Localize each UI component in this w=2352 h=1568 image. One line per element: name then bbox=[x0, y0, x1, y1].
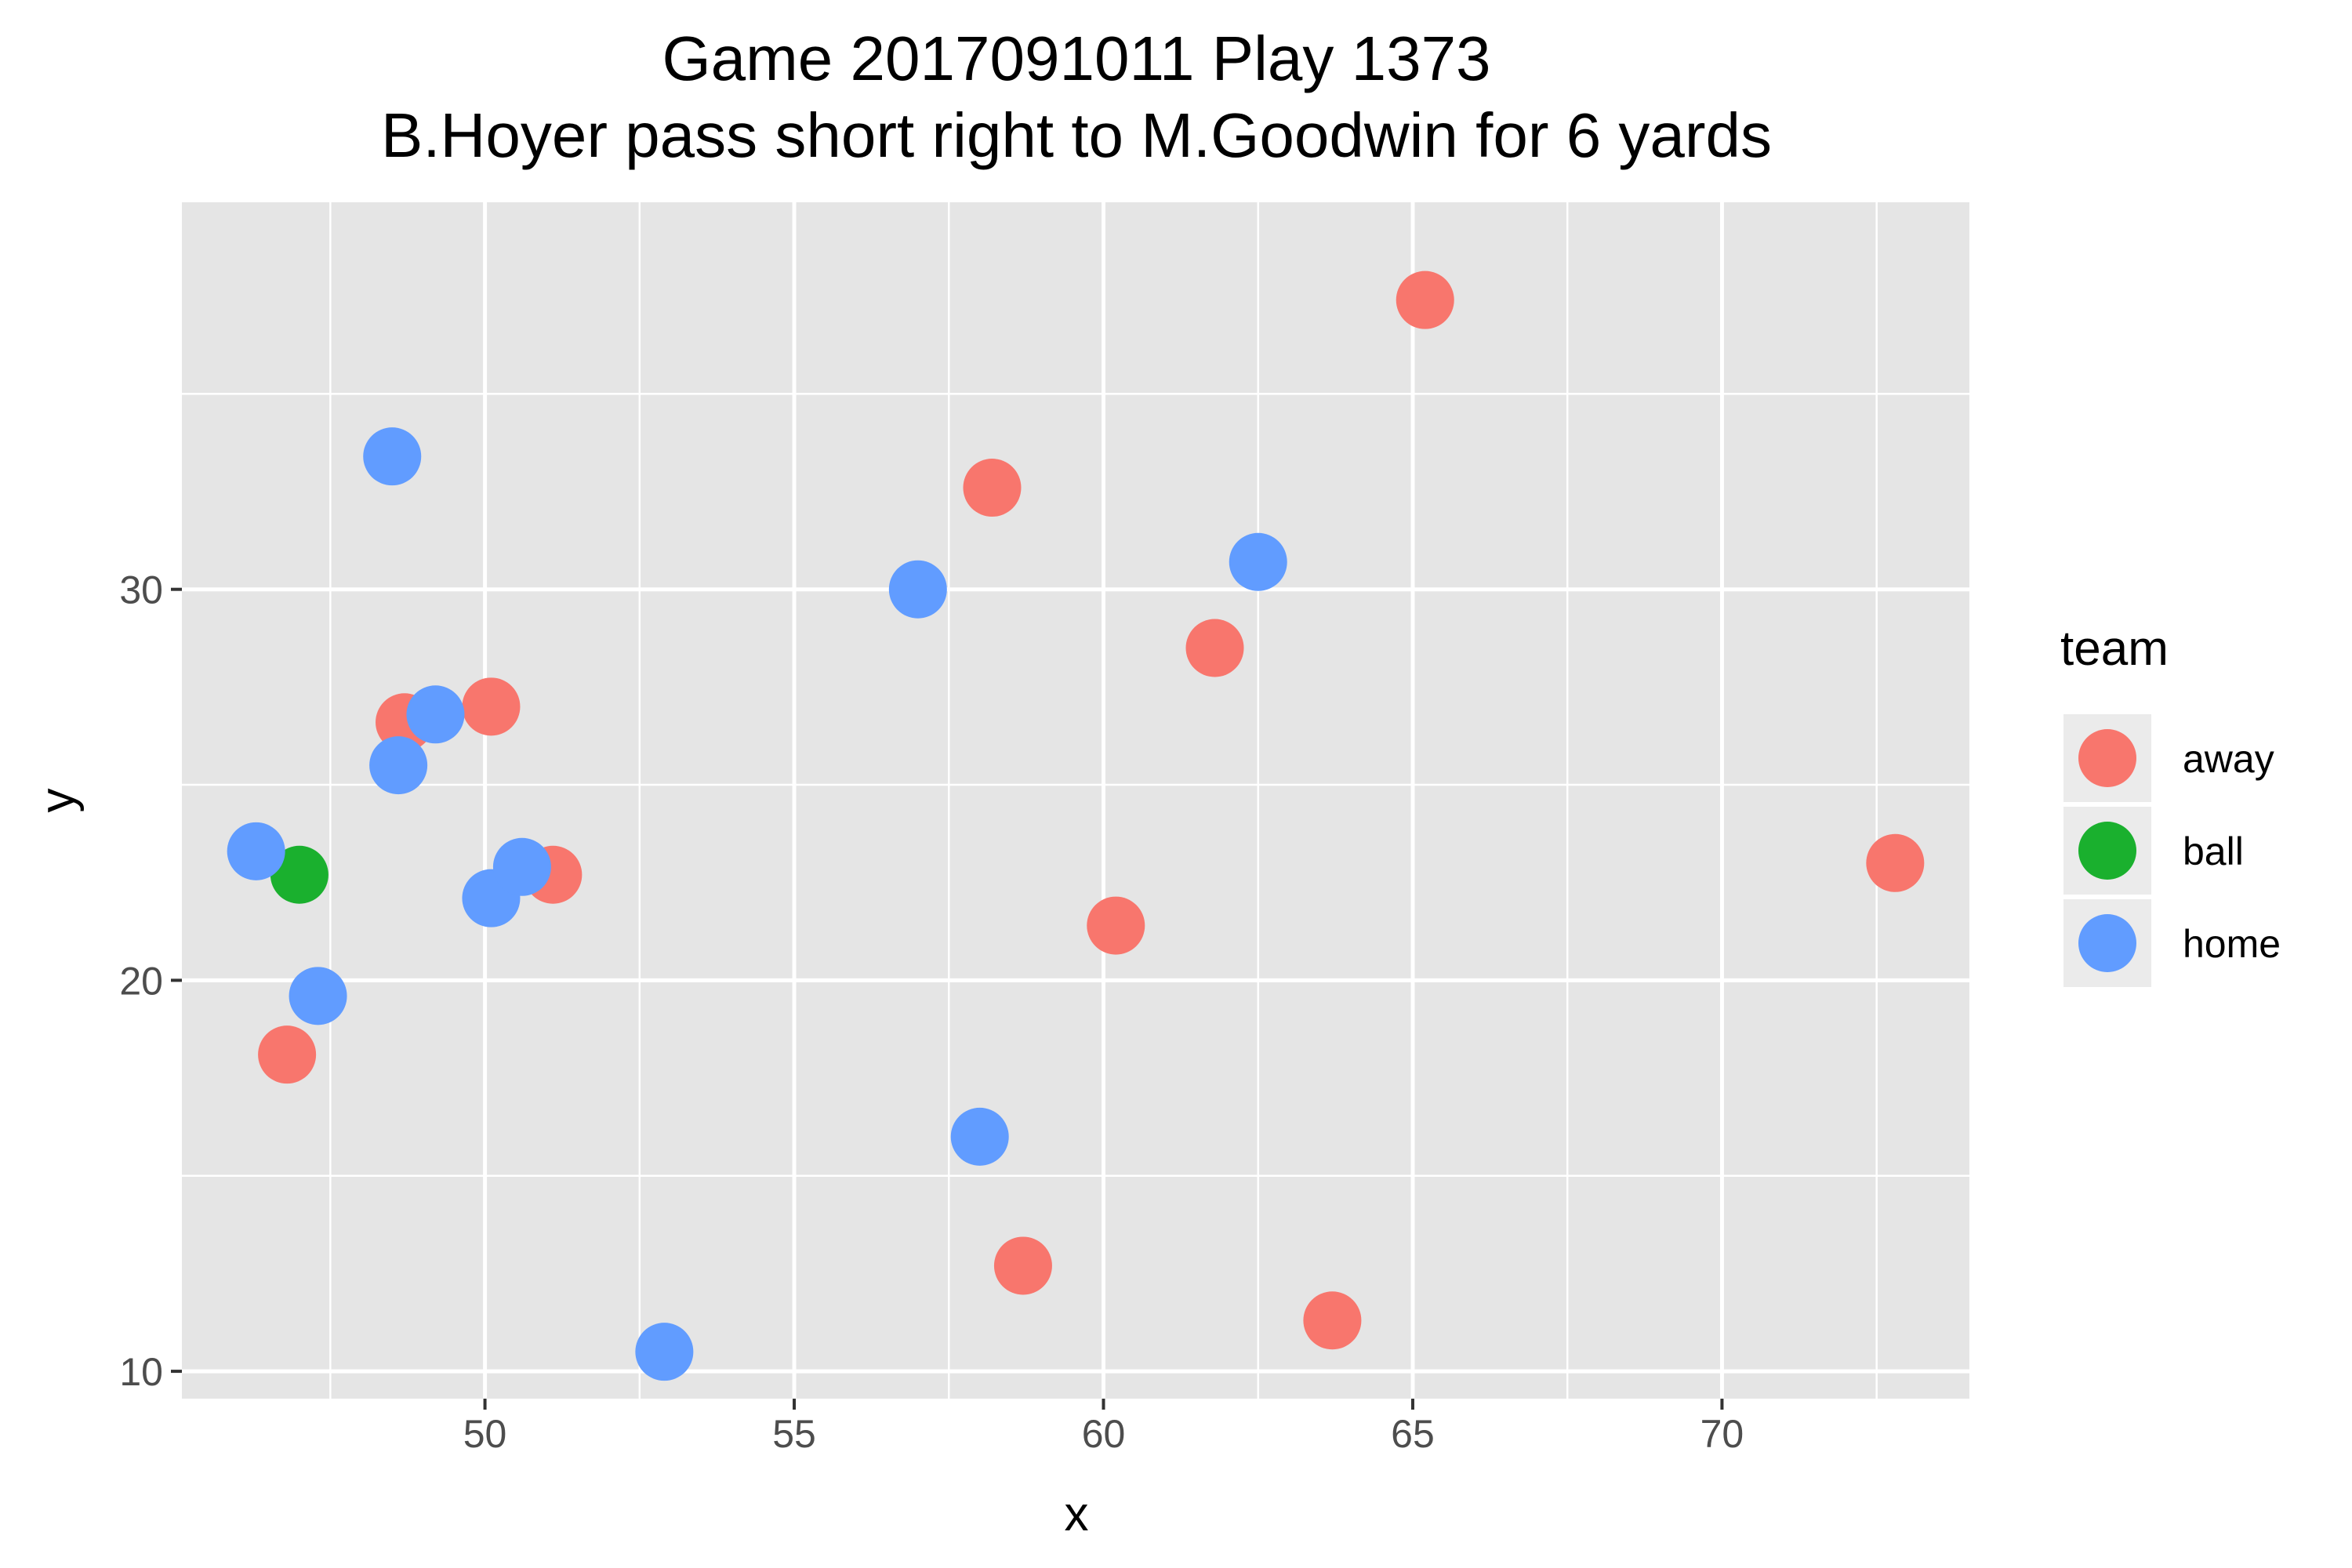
x-axis-title: x bbox=[1065, 1487, 1089, 1541]
x-tick-label: 65 bbox=[1391, 1412, 1435, 1456]
home-point bbox=[406, 685, 465, 744]
x-tick-label: 70 bbox=[1700, 1412, 1744, 1456]
home-point bbox=[950, 1107, 1009, 1166]
legend-swatch-ball bbox=[2078, 822, 2136, 880]
away-point bbox=[1396, 270, 1454, 329]
home-point bbox=[888, 560, 947, 619]
axis-ticks: 50 55 60 65 70 10 20 30 bbox=[119, 568, 1744, 1456]
away-point bbox=[1866, 833, 1925, 892]
away-point bbox=[963, 459, 1022, 517]
major-gridlines bbox=[182, 202, 1969, 1399]
away-point bbox=[462, 677, 521, 736]
home-point bbox=[1229, 532, 1287, 591]
home-point bbox=[635, 1323, 694, 1381]
away-point bbox=[1087, 896, 1145, 955]
x-tick-label: 50 bbox=[463, 1412, 507, 1456]
plot-panel bbox=[182, 202, 1969, 1399]
data-points bbox=[227, 270, 1925, 1381]
minor-gridlines bbox=[182, 202, 1969, 1399]
legend-swatch-home bbox=[2078, 914, 2136, 972]
y-tick-label: 10 bbox=[119, 1350, 163, 1394]
ball-point bbox=[270, 845, 328, 904]
legend-title: team bbox=[2060, 622, 2169, 676]
home-point bbox=[492, 837, 551, 896]
y-tick-label: 30 bbox=[119, 568, 163, 612]
home-point bbox=[289, 967, 347, 1025]
legend-label-away: away bbox=[2183, 737, 2274, 781]
y-axis-title: y bbox=[31, 789, 85, 813]
y-tick-label: 20 bbox=[119, 959, 163, 1003]
home-point bbox=[363, 427, 422, 486]
x-tick-label: 60 bbox=[1082, 1412, 1126, 1456]
legend: team away ball home bbox=[2060, 622, 2281, 987]
away-point bbox=[258, 1025, 317, 1084]
chart-title: Game 2017091011 Play 1373 bbox=[662, 24, 1490, 93]
home-point bbox=[369, 736, 428, 795]
home-point bbox=[227, 822, 285, 880]
legend-label-home: home bbox=[2183, 922, 2281, 966]
legend-label-ball: ball bbox=[2183, 829, 2244, 873]
away-point bbox=[1185, 619, 1244, 677]
away-point bbox=[993, 1236, 1052, 1295]
chart-subtitle: B.Hoyer pass short right to M.Goodwin fo… bbox=[381, 100, 1772, 170]
away-point bbox=[1303, 1291, 1362, 1350]
x-tick-label: 55 bbox=[772, 1412, 816, 1456]
legend-swatch-away bbox=[2078, 729, 2136, 787]
